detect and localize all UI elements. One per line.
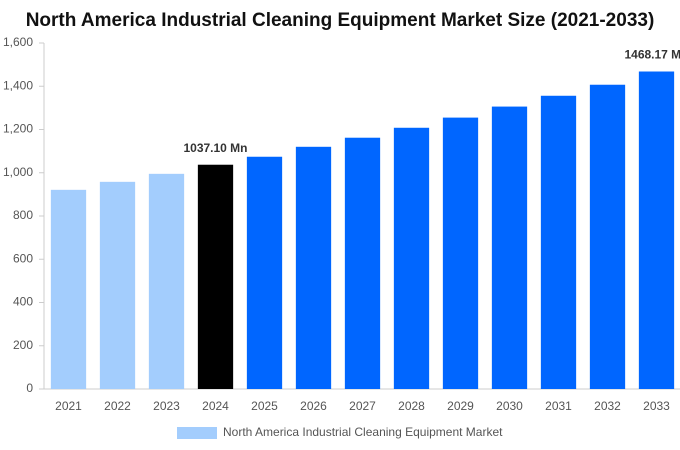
- x-tick-label: 2028: [398, 399, 425, 413]
- x-tick-label: 2022: [104, 399, 131, 413]
- legend-swatch: [177, 427, 217, 439]
- y-tick-label: 1,600: [3, 35, 33, 49]
- value-label: 1468.17 Mn: [624, 48, 680, 62]
- y-tick-label: 1,400: [3, 78, 33, 92]
- bar: [197, 164, 234, 389]
- bar: [246, 156, 283, 389]
- x-tick-label: 2030: [496, 399, 523, 413]
- x-tick-label: 2026: [300, 399, 327, 413]
- x-tick-label: 2027: [349, 399, 376, 413]
- bar: [50, 189, 87, 389]
- bar: [638, 71, 675, 389]
- bar: [491, 106, 528, 389]
- bar: [148, 173, 185, 389]
- y-tick-label: 1,200: [3, 122, 33, 136]
- x-tick-label: 2025: [251, 399, 278, 413]
- legend-label: North America Industrial Cleaning Equipm…: [223, 425, 503, 439]
- x-tick-label: 2029: [447, 399, 474, 413]
- value-label: 1037.10 Mn: [183, 141, 247, 155]
- x-tick-label: 2031: [545, 399, 572, 413]
- y-tick-label: 400: [13, 295, 33, 309]
- chart-title: North America Industrial Cleaning Equipm…: [26, 10, 655, 31]
- x-tick-label: 2023: [153, 399, 180, 413]
- x-tick-label: 2024: [202, 399, 229, 413]
- bar: [295, 146, 332, 389]
- x-tick-label: 2033: [643, 399, 670, 413]
- y-tick-label: 800: [13, 208, 33, 222]
- bar: [442, 117, 479, 389]
- y-tick-label: 1,000: [3, 165, 33, 179]
- bar: [540, 95, 577, 389]
- y-tick-label: 600: [13, 251, 33, 265]
- x-tick-label: 2032: [594, 399, 621, 413]
- y-tick-label: 0: [26, 381, 33, 395]
- bar: [99, 181, 136, 389]
- y-tick-label: 200: [13, 338, 33, 352]
- bar: [344, 137, 381, 389]
- bar: [589, 84, 626, 389]
- x-tick-label: 2021: [55, 399, 82, 413]
- bar: [393, 127, 430, 390]
